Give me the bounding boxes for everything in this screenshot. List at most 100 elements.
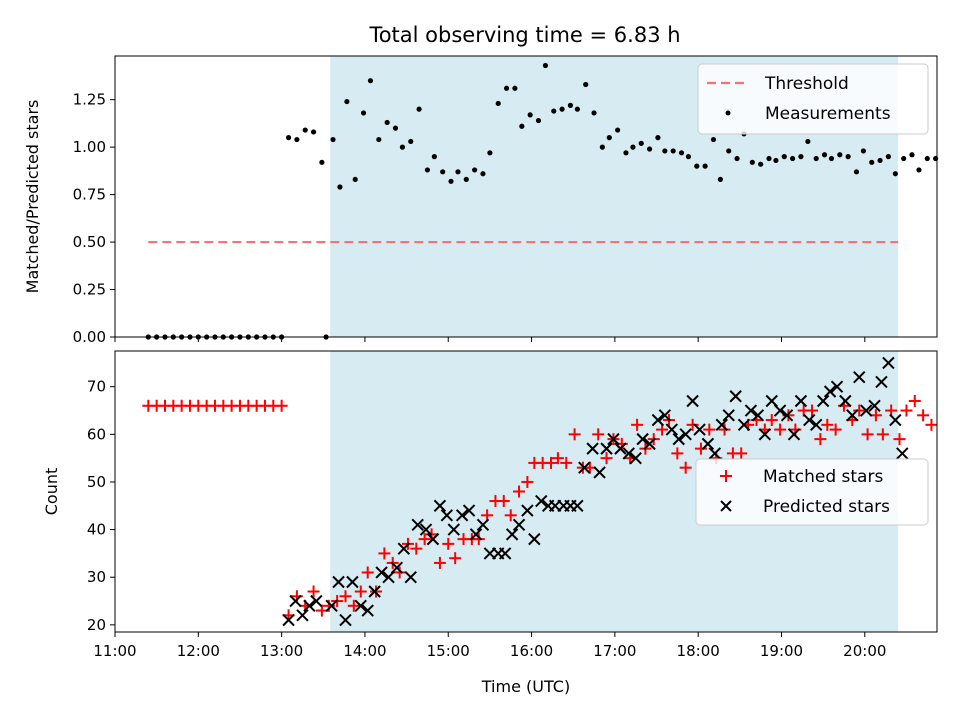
predicted-star-point bbox=[282, 613, 295, 627]
measurement-point bbox=[294, 136, 300, 143]
predicted-star-point bbox=[469, 528, 483, 541]
predicted-star-point bbox=[679, 428, 692, 441]
predicted-star-point bbox=[729, 390, 742, 403]
measurement-point bbox=[916, 167, 922, 173]
measurement-point bbox=[424, 167, 431, 173]
y-tick-label: 20 bbox=[87, 616, 106, 634]
measurement-point bbox=[694, 163, 700, 169]
predicted-star-point bbox=[787, 428, 801, 441]
measurement-point bbox=[845, 154, 851, 160]
measurement-point bbox=[710, 136, 717, 143]
matched-star-point bbox=[442, 537, 455, 550]
predicted-star-point bbox=[758, 428, 772, 441]
measurement-point bbox=[766, 155, 772, 162]
predicted-star-point bbox=[875, 375, 888, 389]
measurement-point bbox=[805, 138, 811, 145]
measurement-point bbox=[909, 152, 915, 158]
predicted-star-point bbox=[780, 409, 794, 422]
matched-star-point bbox=[893, 433, 906, 446]
measurements-points bbox=[145, 62, 939, 340]
measurement-point bbox=[869, 159, 875, 165]
measurement-point bbox=[789, 155, 796, 162]
measurement-point bbox=[431, 154, 437, 160]
matched-star-point bbox=[917, 409, 930, 422]
matched-star-point bbox=[433, 556, 446, 569]
predicted-star-point bbox=[447, 523, 461, 536]
predicted-star-point bbox=[390, 561, 404, 574]
predicted-star-point bbox=[433, 499, 447, 512]
predicted-star-point bbox=[455, 509, 469, 522]
legend-predicted-label: Predicted stars bbox=[763, 497, 890, 517]
predicted-star-point bbox=[751, 409, 765, 422]
measurement-point bbox=[285, 135, 292, 141]
matched-stars-points bbox=[142, 395, 938, 622]
measurement-point bbox=[892, 171, 898, 177]
matched-star-point bbox=[378, 547, 391, 560]
matched-star-point bbox=[765, 414, 778, 427]
predicted-star-point bbox=[289, 594, 302, 608]
measurement-point bbox=[480, 171, 486, 177]
predicted-star-point bbox=[889, 413, 902, 427]
measurement-point bbox=[542, 62, 549, 69]
predicted-star-point bbox=[859, 404, 873, 417]
matched-star-point bbox=[513, 485, 526, 498]
matched-star-point bbox=[718, 423, 731, 436]
measurement-point bbox=[702, 163, 708, 169]
measurement-point bbox=[670, 148, 676, 154]
legend-measurements-label: Measurements bbox=[765, 104, 891, 124]
y-tick-label: 1.25 bbox=[73, 91, 106, 109]
matched-star-point bbox=[925, 418, 938, 431]
x-tick-label: 15:00 bbox=[427, 642, 470, 660]
matched-star-point bbox=[544, 456, 557, 469]
predicted-star-point bbox=[629, 451, 642, 465]
x-tick-label: 18:00 bbox=[677, 642, 720, 660]
predicted-star-point bbox=[708, 447, 722, 460]
predicted-star-point bbox=[816, 394, 830, 408]
x-tick-label: 11:00 bbox=[93, 642, 136, 660]
legend-predicted-swatch bbox=[720, 500, 732, 512]
bottom-y-axis-label: Count bbox=[42, 468, 61, 516]
legend-matched-swatch bbox=[720, 470, 732, 482]
matched-star-point bbox=[806, 404, 819, 417]
measurement-point bbox=[623, 150, 629, 156]
measurement-point bbox=[798, 154, 804, 160]
y-tick-label: 1.00 bbox=[73, 138, 106, 156]
predicted-star-point bbox=[636, 432, 649, 446]
x-tick-label: 13:00 bbox=[260, 642, 303, 660]
predicted-star-point bbox=[512, 518, 526, 532]
measurement-point bbox=[574, 106, 580, 112]
predicted-star-point bbox=[303, 599, 316, 613]
predicted-star-point bbox=[375, 566, 388, 579]
top-panel: 0.00 0.25 0.50 0.75 1.00 1.25 Matched/Predict… bbox=[23, 55, 939, 346]
predicted-star-point bbox=[411, 518, 424, 532]
legend-matched-label: Matched stars bbox=[763, 467, 883, 487]
measurement-point bbox=[646, 146, 653, 152]
predicted-star-point bbox=[794, 394, 808, 408]
predicted-star-point bbox=[882, 356, 895, 370]
predicted-star-point bbox=[440, 509, 454, 522]
measurement-point bbox=[337, 184, 343, 190]
matched-star-point bbox=[497, 495, 510, 508]
predicted-star-point bbox=[715, 418, 728, 432]
y-tick-label: 0.25 bbox=[73, 281, 106, 299]
measurement-point bbox=[717, 176, 723, 183]
measurement-point bbox=[853, 169, 860, 175]
measurement-point bbox=[440, 169, 446, 175]
y-tick-label: 60 bbox=[87, 425, 106, 443]
measurement-point bbox=[527, 112, 533, 118]
predicted-star-point bbox=[325, 599, 338, 613]
predicted-star-point bbox=[339, 613, 352, 627]
predicted-star-point bbox=[773, 404, 787, 417]
predicted-star-point bbox=[896, 447, 909, 460]
predicted-star-point bbox=[607, 432, 620, 446]
x-tick-label: 20:00 bbox=[843, 642, 886, 660]
predicted-star-point bbox=[722, 409, 735, 422]
measurement-point bbox=[591, 110, 597, 116]
matched-star-point bbox=[600, 452, 613, 465]
predicted-star-point bbox=[426, 532, 440, 546]
matched-star-point bbox=[679, 461, 692, 474]
measurement-point bbox=[472, 167, 478, 173]
measurement-point bbox=[330, 136, 336, 143]
matched-star-point bbox=[876, 428, 889, 441]
top-axes-frame bbox=[114, 55, 938, 338]
